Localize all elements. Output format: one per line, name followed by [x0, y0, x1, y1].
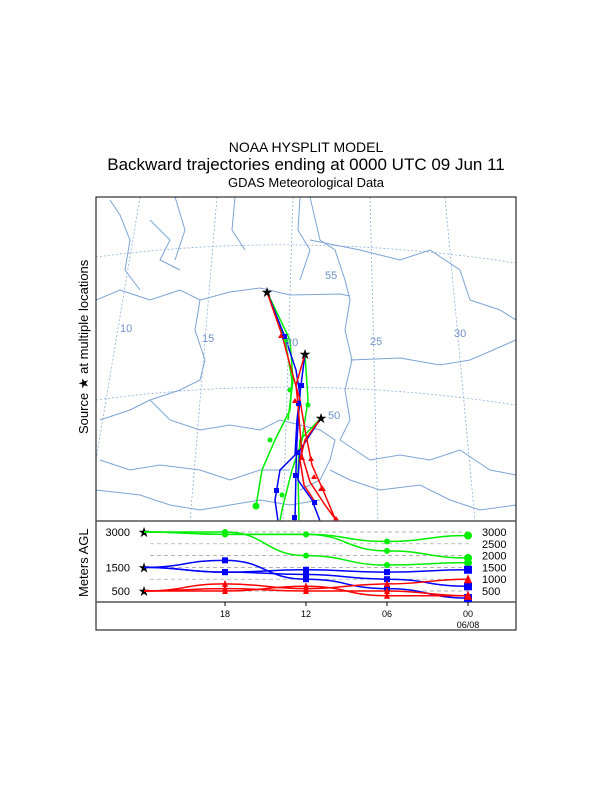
- height-marker: [222, 557, 228, 564]
- height-marker: [384, 538, 390, 545]
- height-marker: [222, 529, 228, 535]
- height-marker: [464, 574, 472, 584]
- height-marker: [222, 579, 228, 587]
- y-tick-left: 500: [112, 586, 130, 598]
- title-data: GDAS Meteorological Data: [227, 175, 385, 190]
- y-tick-right: 2000: [482, 551, 506, 563]
- y-tick-right: 500: [482, 586, 500, 598]
- height-marker: [384, 576, 390, 583]
- source-star-icon: ★: [299, 346, 312, 362]
- title-model: NOAA HYSPLIT MODEL: [228, 139, 384, 155]
- lon-label: 10: [120, 323, 132, 335]
- height-marker: [384, 562, 390, 569]
- height-marker: [222, 584, 228, 592]
- x-date-label: 06/08: [457, 620, 480, 630]
- height-marker: [303, 587, 309, 594]
- lat-label: 55: [325, 270, 337, 282]
- height-marker: [384, 591, 390, 599]
- height-marker: [464, 590, 472, 600]
- x-tick-label: 00: [463, 609, 473, 619]
- y-tick-right: 1000: [482, 574, 506, 586]
- height-marker: [384, 569, 390, 576]
- y-tick-left: 3000: [106, 527, 130, 539]
- y-tick-right: 2500: [482, 539, 506, 551]
- height-marker: [464, 582, 472, 591]
- height-marker: [464, 565, 472, 574]
- height-marker: [384, 579, 390, 587]
- coastlines-borders: [96, 197, 516, 511]
- y-axis-label: Meters AGL: [76, 528, 91, 597]
- height-marker: [222, 569, 228, 576]
- map-trajectories: [252, 291, 340, 521]
- height-marker: [303, 571, 309, 578]
- y-tick-left: 1500: [106, 562, 130, 574]
- height-marker: [464, 558, 472, 567]
- lat-label: 50: [328, 410, 340, 422]
- x-tick-label: 06: [382, 609, 392, 619]
- height-marker: [303, 531, 309, 538]
- height-marker: [303, 582, 309, 590]
- map: ★ ★ ★: [96, 197, 516, 521]
- x-tick-label: 18: [220, 609, 230, 619]
- source-stars: ★ ★ ★: [261, 284, 328, 426]
- lon-label: 15: [202, 333, 214, 345]
- source-star-icon: ★: [261, 284, 274, 300]
- source-star-icon: ★: [315, 410, 328, 426]
- height-marker: [303, 566, 309, 573]
- graticule: [96, 197, 516, 521]
- plot-frame: [95, 196, 517, 631]
- x-tick-label: 12: [301, 609, 311, 619]
- lon-label: 20: [286, 337, 298, 349]
- height-marker: [384, 547, 390, 554]
- lon-label: 25: [370, 336, 382, 348]
- height-marker: [384, 587, 390, 594]
- height-marker: [303, 552, 309, 559]
- y-tick-right: 3000: [482, 527, 506, 539]
- height-marker: [464, 531, 472, 540]
- source-label: Source ★ at multiple locations: [76, 259, 91, 434]
- lon-label: 30: [454, 328, 466, 340]
- title-main: Backward trajectories ending at 0000 UTC…: [107, 155, 505, 174]
- height-marker: [303, 576, 309, 583]
- y-tick-right: 1500: [482, 562, 506, 574]
